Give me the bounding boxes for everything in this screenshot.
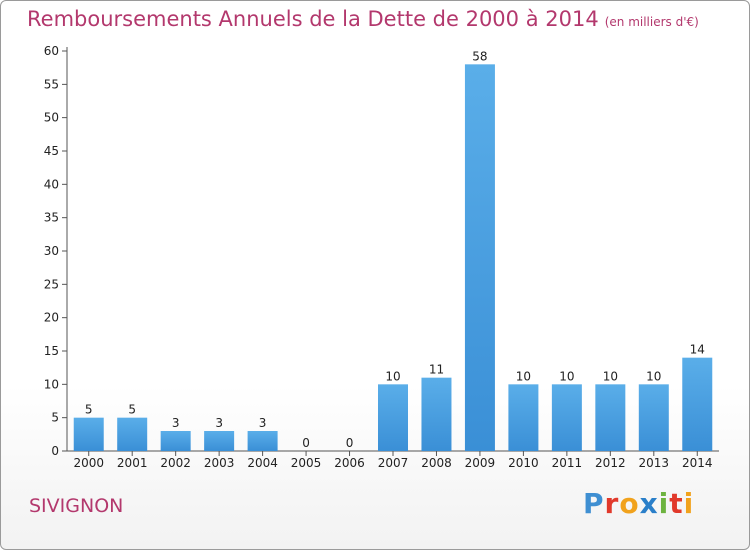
- y-tick-label: 40: [44, 177, 59, 191]
- logo-letter: i: [658, 487, 670, 520]
- x-tick-label: 2005: [291, 456, 322, 470]
- logo-letter: r: [604, 487, 620, 520]
- y-tick-label: 35: [44, 211, 59, 225]
- bar-value-label: 0: [346, 436, 354, 450]
- y-tick-label: 20: [44, 311, 59, 325]
- logo-letter: P: [583, 487, 605, 520]
- bar-value-label: 5: [85, 403, 93, 417]
- y-tick-label: 55: [44, 77, 59, 91]
- chart-subtitle: (en milliers d'€): [604, 15, 699, 29]
- x-tick-label: 2007: [378, 456, 409, 470]
- x-tick-label: 2008: [421, 456, 452, 470]
- bar: [551, 384, 582, 451]
- chart-title-text: Remboursements Annuels de la Dette de 20…: [27, 7, 599, 31]
- y-tick-label: 50: [44, 111, 59, 125]
- x-tick-label: 2011: [552, 456, 583, 470]
- logo-letter: i: [683, 487, 695, 520]
- bar: [378, 384, 408, 451]
- x-tick-label: 2002: [160, 456, 191, 470]
- commune-name: SIVIGNON: [29, 495, 124, 517]
- bar-value-label: 3: [215, 416, 223, 430]
- bar-value-label: 10: [603, 369, 618, 383]
- y-tick-label: 0: [51, 444, 59, 458]
- x-tick-label: 2014: [682, 456, 713, 470]
- bar: [595, 384, 626, 451]
- bar-value-label: 10: [516, 369, 531, 383]
- bar: [247, 431, 278, 451]
- bar: [160, 431, 191, 451]
- bar-value-label: 10: [559, 369, 574, 383]
- proxiti-logo: Proxiti: [583, 487, 694, 520]
- y-tick-label: 15: [44, 344, 59, 358]
- y-tick-label: 45: [44, 144, 59, 158]
- bar: [421, 377, 452, 451]
- x-tick-label: 2006: [334, 456, 365, 470]
- x-tick-label: 2012: [595, 456, 626, 470]
- logo-letter: t: [669, 487, 684, 520]
- y-tick-label: 60: [44, 44, 59, 58]
- y-tick-label: 30: [44, 244, 59, 258]
- logo-letter: x: [639, 487, 659, 520]
- bar-value-label: 14: [690, 343, 705, 357]
- logo-letter: o: [619, 487, 640, 520]
- bar: [204, 431, 235, 451]
- x-tick-label: 2010: [508, 456, 539, 470]
- bar-value-label: 3: [172, 416, 180, 430]
- x-tick-label: 2009: [465, 456, 496, 470]
- x-tick-label: 2003: [204, 456, 235, 470]
- y-tick-label: 25: [44, 277, 59, 291]
- bar-value-label: 11: [429, 363, 444, 377]
- bar-value-label: 10: [646, 369, 661, 383]
- x-tick-label: 2000: [73, 456, 104, 470]
- bar: [464, 64, 495, 452]
- y-tick-label: 5: [51, 411, 59, 425]
- bar-value-label: 58: [472, 49, 487, 63]
- bar: [73, 417, 104, 451]
- x-tick-label: 2013: [639, 456, 670, 470]
- bar-value-label: 5: [128, 403, 136, 417]
- bar-value-label: 0: [302, 436, 310, 450]
- x-tick-label: 2004: [247, 456, 278, 470]
- bar: [117, 417, 148, 451]
- chart-title: Remboursements Annuels de la Dette de 20…: [27, 7, 699, 31]
- x-tick-label: 2001: [117, 456, 148, 470]
- bar-value-label: 10: [385, 369, 400, 383]
- bar: [682, 357, 713, 451]
- bar: [638, 384, 669, 451]
- bar-value-label: 3: [259, 416, 267, 430]
- bar: [508, 384, 539, 451]
- y-tick-label: 10: [44, 377, 59, 391]
